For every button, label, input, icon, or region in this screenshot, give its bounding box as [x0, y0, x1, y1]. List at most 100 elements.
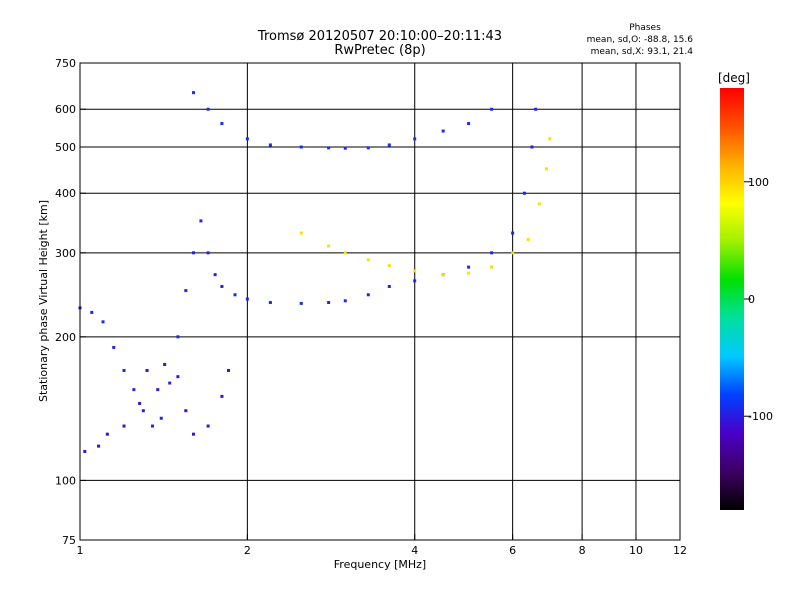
y-tick-label: 100	[55, 474, 76, 487]
data-point	[366, 146, 370, 150]
y-axis-label: Stationary phase Virtual Height [km]	[37, 200, 50, 402]
grid-lines	[80, 63, 680, 540]
data-point	[101, 320, 105, 324]
data-point	[299, 301, 303, 305]
data-points	[78, 91, 552, 453]
y-tick-label: 300	[55, 247, 76, 260]
data-point	[327, 301, 331, 305]
y-tick-label: 500	[55, 141, 76, 154]
stats-heading: Phases	[629, 23, 661, 33]
data-point	[105, 432, 109, 436]
data-point	[537, 202, 541, 206]
data-point	[299, 145, 303, 149]
data-point	[343, 251, 347, 255]
data-point	[97, 444, 101, 448]
x-axis-label: Frequency [MHz]	[334, 558, 426, 571]
data-point	[156, 388, 160, 392]
data-point	[191, 432, 195, 436]
x-tick-label: 2	[244, 544, 251, 557]
y-tick-label: 75	[62, 534, 76, 547]
colorbar-tick-label: 0	[748, 293, 755, 306]
data-point	[530, 145, 534, 149]
chart-subtitle: RwPretec (8p)	[334, 43, 425, 58]
x-tick-label: 1	[77, 544, 84, 557]
data-point	[163, 362, 167, 366]
data-point	[90, 310, 94, 314]
stats-line-o: mean, sd,O: -88.8, 15.6	[587, 35, 694, 45]
colorbar-unit-label: [deg]	[718, 71, 750, 85]
data-point	[227, 368, 231, 372]
data-point	[441, 273, 445, 277]
data-point	[268, 143, 272, 147]
plot-frame	[79, 62, 681, 541]
data-point	[213, 273, 217, 277]
data-point	[138, 401, 142, 405]
data-point	[490, 251, 494, 255]
data-point	[526, 237, 530, 241]
data-point	[245, 297, 249, 301]
colorbar	[720, 88, 744, 510]
data-point	[327, 146, 331, 150]
data-point	[413, 269, 417, 273]
y-tick-label: 750	[55, 57, 76, 70]
y-tick-label: 400	[55, 187, 76, 200]
data-point	[132, 388, 136, 392]
data-point	[387, 284, 391, 288]
data-point	[168, 381, 172, 385]
colorbar-tick-label: -100	[748, 410, 773, 423]
x-tick-label: 4	[411, 544, 418, 557]
data-point	[413, 137, 417, 141]
data-point	[511, 231, 515, 235]
data-point	[176, 335, 180, 339]
x-tick-label: 6	[509, 544, 516, 557]
data-point	[343, 299, 347, 303]
chart-title: Tromsø 20120507 20:10:00–20:11:43	[257, 29, 502, 44]
data-point	[112, 345, 116, 349]
data-point	[220, 284, 224, 288]
colorbar-ticks: 100 0 -100	[744, 176, 773, 423]
data-point	[191, 251, 195, 255]
y-tick-label: 600	[55, 103, 76, 116]
data-point	[176, 375, 180, 379]
data-point	[534, 107, 538, 111]
data-point	[122, 368, 126, 372]
x-tick-label: 10	[629, 544, 643, 557]
y-tick-label: 200	[55, 331, 76, 344]
data-point	[122, 424, 126, 428]
data-point	[145, 368, 149, 372]
data-point	[245, 137, 249, 141]
data-point	[548, 137, 552, 141]
data-point	[366, 258, 370, 262]
data-point	[159, 416, 163, 420]
x-tick-label: 8	[579, 544, 586, 557]
data-point	[299, 231, 303, 235]
data-point	[387, 264, 391, 268]
data-point	[544, 167, 548, 171]
data-point	[206, 424, 210, 428]
data-point	[490, 265, 494, 269]
data-point	[467, 265, 471, 269]
data-point	[191, 91, 195, 95]
data-point	[184, 409, 188, 413]
data-point	[150, 424, 154, 428]
colorbar-tick-label: 100	[748, 176, 769, 189]
stats-line-x: mean, sd,X: 93.1, 21.4	[591, 47, 694, 57]
data-point	[233, 293, 237, 297]
data-point	[522, 191, 526, 195]
data-point	[343, 146, 347, 150]
data-point	[467, 271, 471, 275]
data-point	[268, 301, 272, 305]
data-point	[83, 449, 87, 453]
data-point	[206, 251, 210, 255]
data-point	[441, 129, 445, 133]
data-point	[184, 289, 188, 293]
data-point	[511, 251, 515, 255]
data-point	[490, 107, 494, 111]
data-point	[366, 293, 370, 297]
data-point	[199, 219, 203, 223]
data-point	[206, 107, 210, 111]
data-point	[141, 409, 145, 413]
data-point	[220, 122, 224, 126]
